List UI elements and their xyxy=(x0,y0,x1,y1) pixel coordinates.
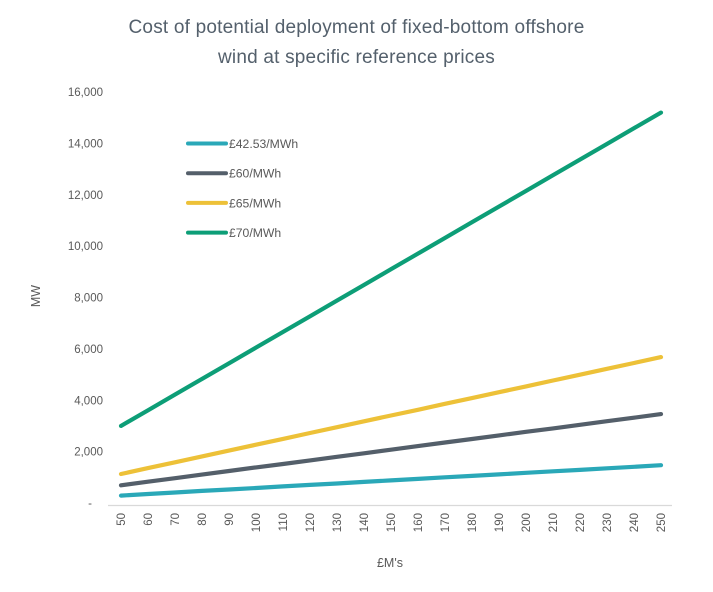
x-tick-label: 90 xyxy=(224,513,236,526)
legend-label-2: £65/MWh xyxy=(229,196,281,210)
x-tick-label: 150 xyxy=(386,513,398,532)
y-tick-label: 8,000 xyxy=(74,293,103,305)
chart-title-line-2: wind at specific reference prices xyxy=(218,47,495,68)
y-tick-label: 4,000 xyxy=(74,395,103,407)
y-tick-label: 16,000 xyxy=(68,87,103,99)
x-tick-label: 120 xyxy=(305,513,317,532)
x-tick-label: 80 xyxy=(197,513,209,526)
x-tick-label: 160 xyxy=(413,513,425,532)
x-tick-label: 60 xyxy=(143,513,155,526)
y-tick-label: 10,000 xyxy=(68,241,103,253)
y-tick-label: 6,000 xyxy=(74,344,103,356)
x-tick-label: 110 xyxy=(278,513,290,531)
series-line-1 xyxy=(118,412,664,488)
chart-plot-area: - 2,000 4,000 6,000 8,000 10,000 12,000 14,000 1… xyxy=(68,87,672,532)
chart-title-line-1: Cost of potential deployment of fixed-bo… xyxy=(128,17,585,38)
chart-title: Cost of potential deployment of fixed-bo… xyxy=(0,13,713,73)
y-tick-label: 12,000 xyxy=(68,190,103,202)
x-tick-label: 230 xyxy=(602,513,614,532)
y-tick-label: - xyxy=(88,498,92,510)
x-axis-title: £M's xyxy=(377,556,403,570)
x-tick-label: 210 xyxy=(548,513,560,532)
x-tick-label: 70 xyxy=(170,513,182,526)
x-tick-label: 250 xyxy=(656,513,668,532)
y-tick-label: 2,000 xyxy=(74,447,103,459)
x-tick-label: 50 xyxy=(116,513,128,526)
x-tick-label: 190 xyxy=(494,513,506,532)
legend-label-1: £60/MWh xyxy=(229,167,281,181)
series-line-2 xyxy=(118,355,664,477)
legend-label-0: £42.53/MWh xyxy=(229,137,298,151)
x-tick-label: 140 xyxy=(359,513,371,532)
x-tick-label: 180 xyxy=(467,513,479,532)
x-tick-label: 130 xyxy=(332,513,344,532)
x-tick-label: 220 xyxy=(575,513,587,532)
y-axis-title: MW xyxy=(29,285,43,307)
series-line-3 xyxy=(118,110,664,428)
y-tick-label: 14,000 xyxy=(68,138,103,150)
legend-label-3: £70/MWh xyxy=(229,226,281,240)
x-tick-label: 200 xyxy=(521,513,533,532)
x-tick-label: 100 xyxy=(251,513,263,532)
series-line-0 xyxy=(118,463,664,498)
x-tick-label: 240 xyxy=(629,513,641,532)
x-tick-label: 170 xyxy=(440,513,452,532)
